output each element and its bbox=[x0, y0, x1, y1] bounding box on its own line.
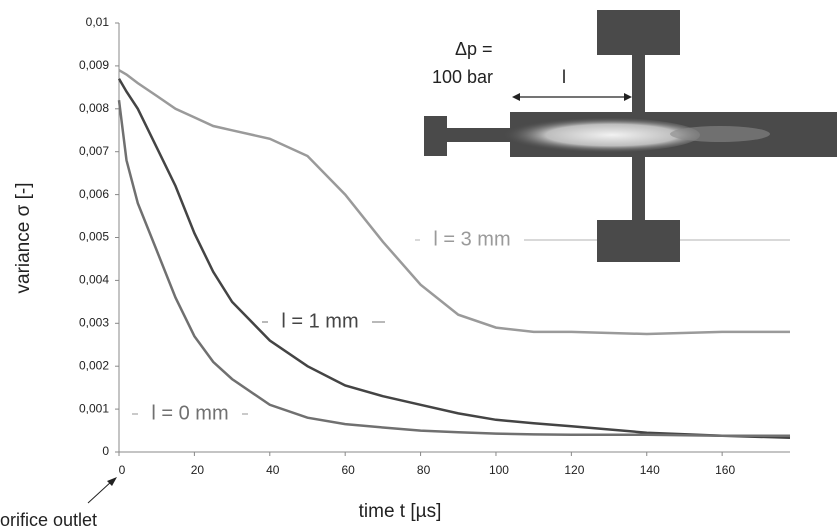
series-line bbox=[117, 78, 791, 440]
x-tick-label: 140 bbox=[640, 463, 660, 477]
annotation: 100 bar bbox=[432, 67, 493, 87]
annotation: Δp = bbox=[455, 39, 493, 59]
x-tick-label: 80 bbox=[417, 463, 431, 477]
label-bg bbox=[268, 310, 372, 334]
y-axis-label: variance σ [-] bbox=[13, 183, 34, 294]
x-tick-label: 20 bbox=[191, 463, 205, 477]
y-tick-label: 0,008 bbox=[79, 101, 109, 115]
length-arrow bbox=[512, 93, 632, 101]
y-tick-label: 0,01 bbox=[86, 15, 110, 29]
series-label: l = 1 mm bbox=[281, 310, 358, 332]
y-tick-label: 0,006 bbox=[79, 187, 109, 201]
x-tick-label: 60 bbox=[342, 463, 356, 477]
series-line bbox=[118, 69, 790, 336]
y-tick-label: 0 bbox=[102, 444, 109, 458]
outlet-arrow bbox=[87, 477, 117, 504]
label-bg bbox=[138, 402, 242, 426]
annotation: orifice outlet bbox=[0, 510, 97, 530]
y-tick-label: 0,001 bbox=[79, 401, 109, 415]
series-line bbox=[117, 100, 790, 437]
x-axis-label: time t [µs] bbox=[359, 501, 442, 522]
y-tick-label: 0,009 bbox=[79, 58, 109, 72]
y-tick-label: 0,004 bbox=[79, 273, 109, 287]
annotation: l bbox=[562, 67, 566, 87]
series-label: l = 3 mm bbox=[433, 228, 510, 250]
y-tick-label: 0,007 bbox=[79, 144, 109, 158]
series-label: l = 0 mm bbox=[151, 402, 228, 424]
nozzle-diagram bbox=[424, 10, 837, 262]
x-tick-label: 0 bbox=[119, 463, 126, 477]
x-tick-label: 40 bbox=[266, 463, 280, 477]
x-tick-label: 120 bbox=[564, 463, 584, 477]
y-tick-label: 0,002 bbox=[79, 358, 109, 372]
label-bg bbox=[420, 228, 524, 252]
y-tick-label: 0,005 bbox=[79, 230, 109, 244]
plot-area: 0 0,001 0,002 0,003 0,004 0,005 0,006 0,007 0,00… bbox=[79, 15, 791, 477]
x-tick-label: 100 bbox=[489, 463, 509, 477]
x-tick-label: 160 bbox=[715, 463, 735, 477]
y-tick-label: 0,003 bbox=[79, 315, 109, 329]
